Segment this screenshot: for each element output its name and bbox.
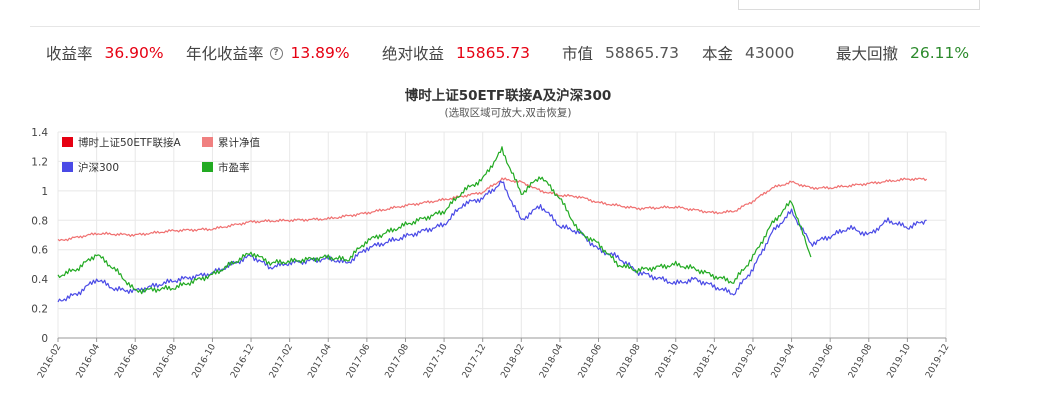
legend-label[interactable]: 沪深300 — [78, 161, 119, 174]
stat-label: 市值 — [562, 45, 594, 63]
x-tick-label: 2018-06 — [577, 342, 605, 380]
legend-label[interactable]: 累计净值 — [218, 136, 260, 149]
y-tick-label: 0.2 — [31, 304, 48, 316]
stat-value: 13.89% — [290, 44, 350, 62]
legend-swatch — [62, 137, 73, 147]
stat-max-drawdown: 最大回撤 26.11% — [836, 42, 969, 64]
x-tick-label: 2016-08 — [152, 342, 180, 380]
x-tick-label: 2017-02 — [268, 343, 295, 381]
chart-series — [57, 146, 928, 303]
stat-annual-return: 年化收益率 ? 13.89% — [186, 42, 350, 64]
x-tick-label: 2019-12 — [924, 343, 951, 381]
legend-swatch — [62, 162, 73, 172]
top-divider — [30, 26, 980, 27]
stat-label: 绝对收益 — [382, 45, 445, 63]
stat-market-value: 市值 58865.73 — [562, 42, 679, 64]
x-tick-label: 2017-06 — [345, 342, 373, 380]
y-tick-label: 0.4 — [31, 274, 48, 286]
legend-label[interactable]: 市盈率 — [218, 161, 250, 174]
stat-value: 26.11% — [910, 44, 970, 62]
y-tick-label: 0.8 — [31, 215, 48, 227]
x-tick-label: 2019-04 — [770, 342, 798, 380]
chart-title: 博时上证50ETF联接A及沪深300 — [405, 87, 612, 104]
y-tick-label: 1.4 — [31, 127, 48, 139]
top-input-box[interactable] — [738, 0, 980, 10]
y-axis: 0 0.2 0.4 0.6 0.8 1 1.2 1.4 — [31, 127, 48, 345]
y-tick-label: 0 — [41, 333, 48, 345]
series-line-2 — [57, 180, 927, 303]
x-tick-label: 2018-04 — [538, 342, 566, 380]
stat-principal: 本金 43000 — [702, 42, 794, 64]
stat-label: 最大回撤 — [836, 45, 899, 63]
x-tick-label: 2016-04 — [75, 342, 103, 380]
x-tick-label: 2017-12 — [461, 343, 488, 381]
x-tick-label: 2016-02 — [36, 343, 63, 381]
x-tick-label: 2019-02 — [731, 343, 758, 381]
x-tick-label: 2019-08 — [847, 342, 875, 380]
legend-label[interactable]: 博时上证50ETF联接A — [78, 136, 181, 149]
x-tick-label: 2018-10 — [654, 342, 682, 380]
x-tick-label: 2019-06 — [808, 342, 836, 380]
x-tick-label: 2018-12 — [692, 343, 719, 381]
y-tick-label: 1 — [41, 186, 48, 198]
x-axis: 2016-02 2016-04 2016-06 2016-08 2016-10 2016-… — [36, 337, 952, 381]
series-line-1 — [57, 177, 928, 242]
x-tick-label: 2019-10 — [886, 342, 914, 380]
line-chart[interactable]: 博时上证50ETF联接A及沪深300 (选取区域可放大,双击恢复) 0 0.2 0.… — [0, 80, 1058, 402]
x-tick-label: 2017-08 — [384, 342, 412, 380]
stat-absolute-return: 绝对收益 15865.73 — [382, 42, 530, 64]
x-tick-label: 2017-04 — [306, 342, 334, 380]
stat-value: 58865.73 — [605, 44, 679, 62]
x-tick-label: 2018-02 — [499, 343, 526, 381]
stat-value: 15865.73 — [456, 44, 530, 62]
x-tick-label: 2018-08 — [615, 342, 643, 380]
chart-subtitle: (选取区域可放大,双击恢复) — [444, 106, 571, 119]
stat-value: 43000 — [745, 44, 795, 62]
stat-value: 36.90% — [104, 44, 164, 62]
y-tick-label: 0.6 — [31, 245, 48, 257]
help-icon[interactable]: ? — [269, 46, 283, 60]
series-line-3 — [57, 146, 812, 295]
x-tick-label: 2016-12 — [229, 343, 256, 381]
legend-swatch — [202, 137, 213, 147]
legend-swatch — [202, 162, 213, 172]
stat-label: 本金 — [702, 45, 734, 63]
x-tick-label: 2016-06 — [113, 342, 141, 380]
stat-return: 收益率 36.90% — [46, 42, 164, 64]
x-tick-label: 2016-10 — [191, 342, 219, 380]
y-tick-label: 1.2 — [31, 156, 48, 168]
stat-label: 收益率 — [46, 45, 93, 63]
stat-label: 年化收益率 — [186, 45, 264, 63]
x-tick-label: 2017-10 — [422, 342, 450, 380]
chart-grid — [57, 131, 947, 339]
